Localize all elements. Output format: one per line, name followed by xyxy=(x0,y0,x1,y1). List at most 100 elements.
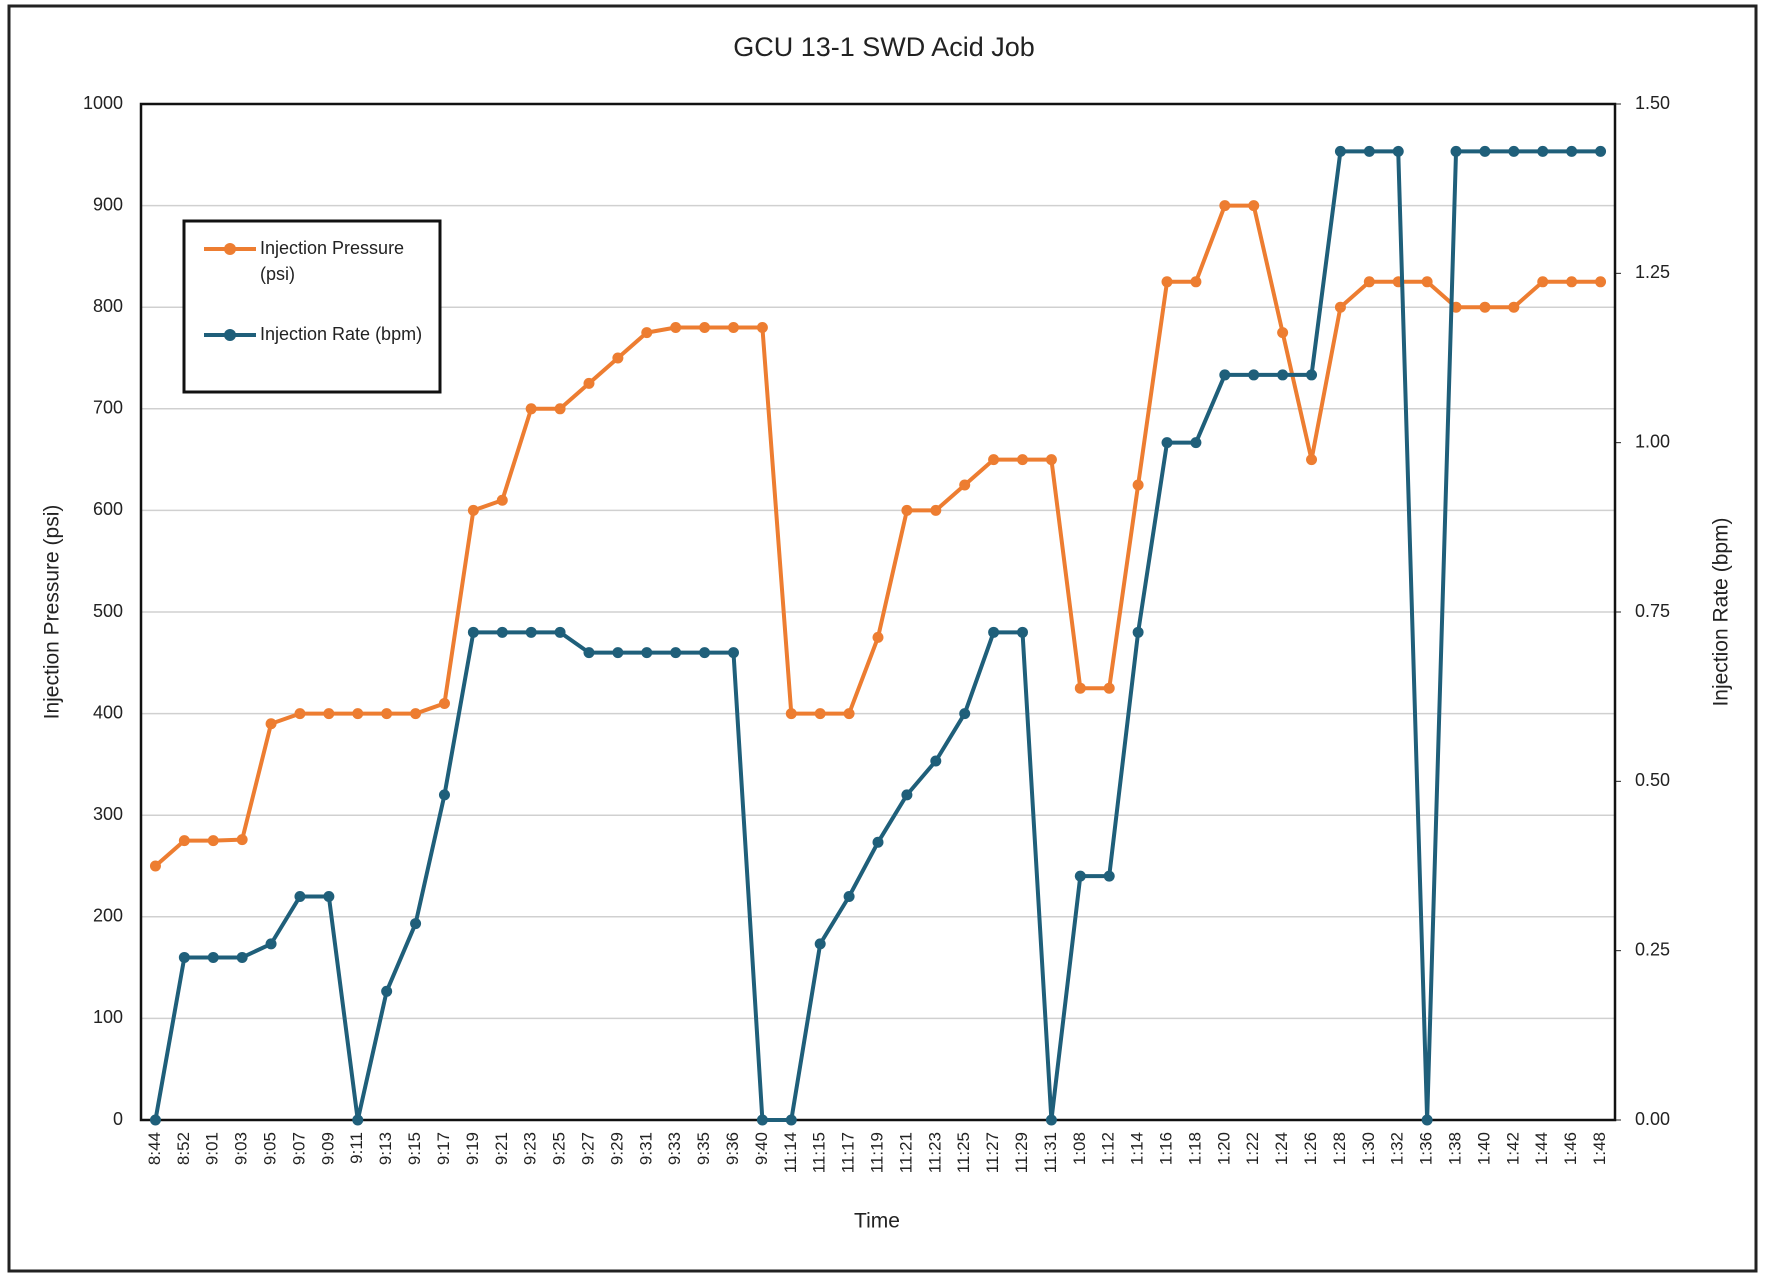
series-point xyxy=(438,697,450,709)
y-tick-label: 800 xyxy=(93,296,123,316)
series-point xyxy=(554,626,566,638)
x-tick-label: 1:12 xyxy=(1099,1132,1118,1165)
x-tick-label: 9:29 xyxy=(607,1132,626,1165)
series-point xyxy=(1190,437,1202,449)
series-point xyxy=(988,626,1000,638)
series-point xyxy=(1190,276,1202,288)
y2-tick-label: 1.50 xyxy=(1635,93,1670,113)
x-tick-label: 1:26 xyxy=(1301,1132,1320,1165)
x-tick-label: 1:38 xyxy=(1446,1132,1465,1165)
series-point xyxy=(1045,454,1057,466)
series-point xyxy=(1161,276,1173,288)
series-point xyxy=(930,504,942,516)
series-point xyxy=(641,647,653,659)
series-point xyxy=(1277,327,1289,339)
series-point xyxy=(930,755,942,767)
series-point xyxy=(265,938,277,950)
series-point xyxy=(785,708,797,720)
y2-tick-label: 0.00 xyxy=(1635,1109,1670,1129)
series-point xyxy=(1219,369,1231,381)
x-tick-label: 11:27 xyxy=(983,1132,1002,1173)
series-point xyxy=(1103,870,1115,882)
series-point xyxy=(1306,369,1318,381)
x-tick-label: 9:01 xyxy=(203,1132,222,1165)
x-tick-label: 9:27 xyxy=(578,1132,597,1165)
series-point xyxy=(1306,454,1318,466)
y-tick-label: 500 xyxy=(93,601,123,621)
series-point xyxy=(1421,1114,1433,1126)
x-tick-label: 1:08 xyxy=(1070,1132,1089,1165)
series-point xyxy=(583,377,595,389)
x-tick-label: 9:35 xyxy=(694,1132,713,1165)
x-tick-label: 1:46 xyxy=(1561,1132,1580,1165)
series-point xyxy=(1363,145,1375,157)
series-point xyxy=(352,1114,364,1126)
series-point xyxy=(1508,301,1520,313)
legend-label: Injection Pressure (psi) xyxy=(260,238,405,284)
y-tick-label: 300 xyxy=(93,804,123,824)
x-tick-label: 11:15 xyxy=(810,1132,829,1173)
chart-title: GCU 13-1 SWD Acid Job xyxy=(733,32,1035,62)
x-tick-label: 1:20 xyxy=(1214,1132,1233,1165)
series-point xyxy=(525,403,537,415)
x-tick-label: 9:19 xyxy=(463,1132,482,1165)
series-point xyxy=(1479,145,1491,157)
series-point xyxy=(1074,682,1086,694)
series-point xyxy=(612,647,624,659)
x-tick-label: 9:31 xyxy=(636,1132,655,1165)
y-tick-label: 0 xyxy=(113,1109,123,1129)
series-point xyxy=(525,626,537,638)
series-point xyxy=(294,708,306,720)
series-point xyxy=(901,789,913,801)
series-point xyxy=(294,890,306,902)
x-axis-label: Time xyxy=(854,1210,900,1233)
x-tick-label: 1:18 xyxy=(1185,1132,1204,1165)
series-point xyxy=(207,835,219,847)
series-point xyxy=(901,504,913,516)
series-point xyxy=(1537,145,1549,157)
series-point xyxy=(323,708,335,720)
x-tick-label: 9:21 xyxy=(492,1132,511,1165)
legend-entry: Injection Rate (bpm) xyxy=(260,324,422,344)
x-tick-label: 9:13 xyxy=(376,1132,395,1165)
series-point xyxy=(1508,145,1520,157)
y2-tick-label: 1.25 xyxy=(1635,262,1670,282)
series-point xyxy=(1248,200,1260,212)
x-tick-label: 1:30 xyxy=(1359,1132,1378,1165)
series-point xyxy=(814,708,826,720)
x-tick-label: 9:07 xyxy=(289,1132,308,1165)
series-point xyxy=(959,479,971,491)
series-point xyxy=(1392,145,1404,157)
series-point xyxy=(1132,626,1144,638)
y2-tick-label: 0.25 xyxy=(1635,939,1670,959)
series-point xyxy=(265,718,277,730)
x-tick-label: 9:11 xyxy=(347,1132,366,1164)
series-point xyxy=(236,951,248,963)
x-tick-label: 1:48 xyxy=(1590,1132,1609,1165)
series-point xyxy=(410,708,422,720)
series-point xyxy=(988,454,1000,466)
y-tick-label: 400 xyxy=(93,702,123,722)
series-point xyxy=(1479,301,1491,313)
series-point xyxy=(1421,276,1433,288)
x-tick-label: 11:31 xyxy=(1041,1132,1060,1173)
y-tick-label: 600 xyxy=(93,499,123,519)
series-point xyxy=(670,322,682,334)
series-point xyxy=(1017,626,1029,638)
series-point xyxy=(149,1114,161,1126)
series-point xyxy=(959,708,971,720)
series-point xyxy=(1219,200,1231,212)
y-axis-label: Injection Pressure (psi) xyxy=(41,505,64,720)
series-point xyxy=(699,647,711,659)
x-tick-label: 9:36 xyxy=(723,1132,742,1165)
series-point xyxy=(1566,276,1578,288)
x-tick-label: 1:24 xyxy=(1272,1132,1291,1165)
series-point xyxy=(410,918,422,930)
series-point xyxy=(1566,145,1578,157)
series-point xyxy=(583,647,595,659)
series-point xyxy=(467,626,479,638)
legend-entry: Injection Pressure (psi) xyxy=(260,238,405,284)
series-point xyxy=(438,789,450,801)
x-tick-label: 1:32 xyxy=(1388,1132,1407,1165)
series-point xyxy=(1074,870,1086,882)
